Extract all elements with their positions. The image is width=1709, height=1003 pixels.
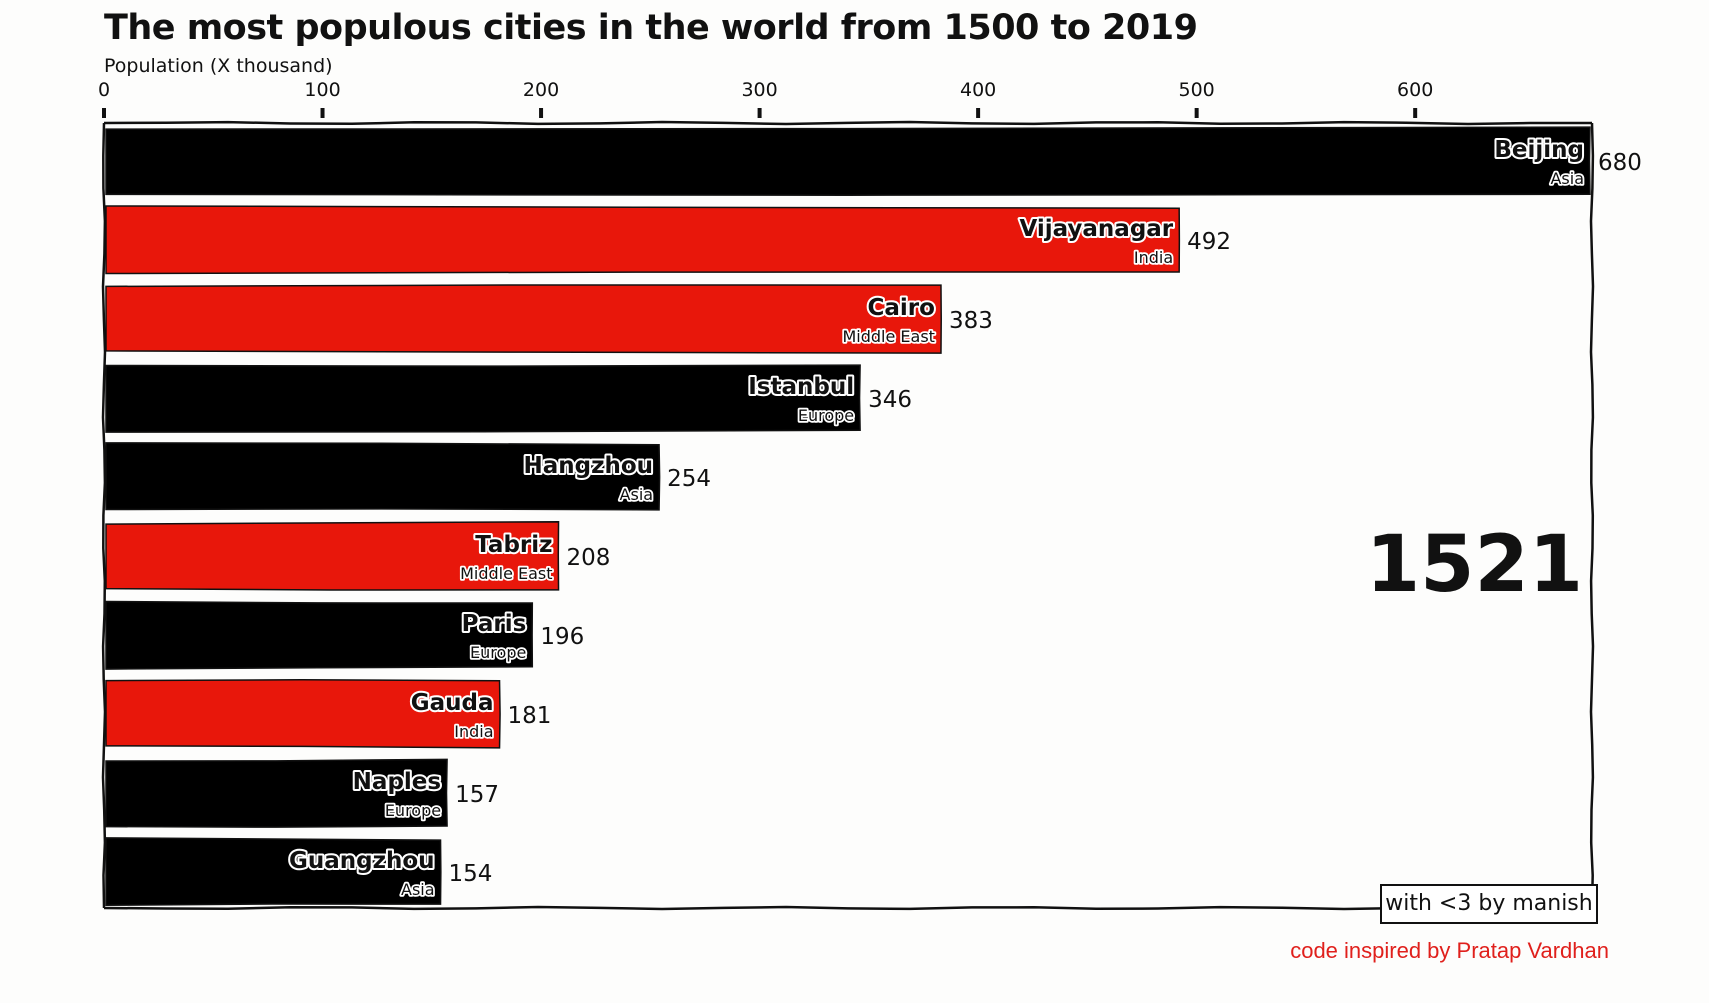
bar-istanbul bbox=[105, 364, 861, 433]
bar-group-label: Asia bbox=[401, 880, 435, 899]
bar-value-label: 346 bbox=[868, 387, 912, 413]
bar-vijayanagar bbox=[105, 205, 1181, 275]
bar-name-label: Tabriz bbox=[475, 532, 552, 558]
bar-group-label: Europe bbox=[470, 643, 526, 662]
bar-group-label: Middle East bbox=[460, 564, 552, 583]
bar-name-label: Vijayanagar bbox=[1019, 216, 1173, 242]
bar-tabriz bbox=[105, 521, 560, 591]
x-tick-label: 0 bbox=[98, 79, 110, 101]
x-tick-label: 200 bbox=[523, 79, 559, 101]
credit-text: code inspired by Pratap Vardhan bbox=[1290, 938, 1609, 963]
bar-value-label: 196 bbox=[540, 624, 584, 650]
bar-value-label: 492 bbox=[1187, 229, 1231, 255]
bar-paris bbox=[105, 600, 534, 670]
bar-value-label: 208 bbox=[567, 545, 611, 571]
x-tick-label: 300 bbox=[741, 79, 777, 101]
bar-group-label: India bbox=[454, 722, 493, 741]
chart-title: The most populous cities in the world fr… bbox=[104, 8, 1198, 48]
bar-value-label: 181 bbox=[508, 703, 552, 729]
frame-left bbox=[101, 122, 107, 909]
bar-name-label: Beijing bbox=[1494, 137, 1584, 163]
x-tick-label: 100 bbox=[304, 79, 340, 101]
bar-value-label: 680 bbox=[1598, 150, 1642, 176]
bar-group-label: Asia bbox=[1550, 169, 1584, 188]
x-tick-label: 500 bbox=[1179, 79, 1215, 101]
bar-group-label: Europe bbox=[385, 801, 441, 820]
watermark-label: with <3 by manish bbox=[1380, 884, 1598, 924]
bar-hangzhou bbox=[105, 442, 661, 511]
bar-cairo bbox=[105, 284, 942, 354]
bar-gauda bbox=[105, 679, 501, 749]
bar-beijing bbox=[105, 126, 1591, 196]
bar-group-label: Middle East bbox=[842, 327, 934, 346]
x-axis-label: Population (X thousand) bbox=[104, 55, 333, 77]
bar-name-label: Istanbul bbox=[748, 374, 854, 400]
bar-name-label: Gauda bbox=[411, 690, 494, 716]
x-tick-label: 400 bbox=[960, 79, 996, 101]
bar-value-label: 254 bbox=[667, 466, 711, 492]
frame-right bbox=[1589, 122, 1595, 909]
bar-name-label: Paris bbox=[462, 611, 527, 637]
bar-value-label: 154 bbox=[449, 861, 493, 887]
x-tick-label: 600 bbox=[1397, 79, 1433, 101]
bar-naples bbox=[105, 758, 448, 828]
frame-bottom bbox=[103, 905, 1593, 911]
year-label: 1521 bbox=[1366, 520, 1583, 610]
bar-name-label: Hangzhou bbox=[524, 453, 654, 479]
bar-group-label: India bbox=[1134, 248, 1173, 267]
bar-value-label: 383 bbox=[949, 308, 993, 334]
bar-group-label: Asia bbox=[620, 485, 654, 504]
frame-top bbox=[103, 120, 1592, 126]
plot-frame bbox=[101, 120, 1595, 911]
bar-value-label: 157 bbox=[455, 782, 499, 808]
bar-guangzhou bbox=[105, 837, 442, 907]
bar-name-label: Naples bbox=[353, 769, 441, 795]
bar-group-label: Europe bbox=[798, 406, 854, 425]
bar-name-label: Cairo bbox=[868, 295, 935, 321]
bar-name-label: Guangzhou bbox=[289, 848, 435, 874]
